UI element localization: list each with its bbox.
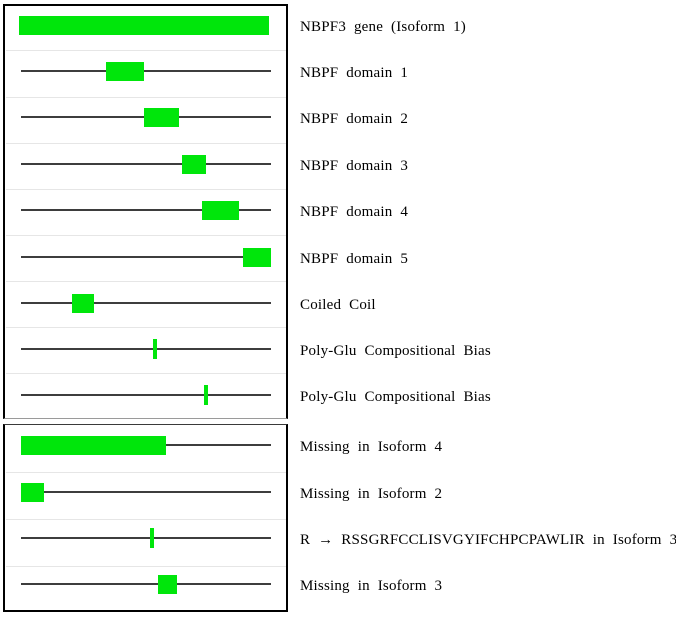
row-separator — [6, 50, 286, 51]
feature-label-poly-glu-1: Poly-Glu Compositional Bias — [300, 343, 491, 359]
feature-label-nbpf-domain-5: NBPF domain 5 — [300, 251, 409, 267]
feature-label-nbpf-domain-3: NBPF domain 3 — [300, 158, 409, 174]
feature-bar-nbpf3-gene — [19, 16, 269, 35]
row-separator — [6, 143, 286, 144]
row-separator — [6, 472, 286, 473]
sequence-track-line — [21, 491, 271, 493]
sequence-track-line — [21, 256, 271, 258]
row-separator — [6, 373, 286, 374]
feature-label-nbpf-domain-1: NBPF domain 1 — [300, 65, 409, 81]
feature-box-coiled-coil — [72, 294, 94, 313]
feature-box-nbpf-domain-5 — [243, 248, 271, 267]
feature-box-nbpf-domain-3 — [182, 155, 206, 174]
sequence-track-line — [21, 302, 271, 304]
sequence-track-line — [21, 583, 271, 585]
sequence-track-line — [21, 537, 271, 539]
feature-label-missing-isoform-2: Missing in Isoform 2 — [300, 486, 443, 502]
feature-box-nbpf-domain-1 — [106, 62, 144, 81]
feature-label-nbpf3-gene: NBPF3 gene (Isoform 1) — [300, 19, 466, 35]
feature-box-missing-isoform-2 — [21, 483, 44, 502]
feature-label-poly-glu-2: Poly-Glu Compositional Bias — [300, 389, 491, 405]
feature-label-nbpf-domain-4: NBPF domain 4 — [300, 204, 409, 220]
row-separator — [6, 519, 286, 520]
row-separator — [6, 97, 286, 98]
row-separator — [6, 189, 286, 190]
row-separator — [6, 235, 286, 236]
feature-tick-substitution-isoform-3 — [150, 528, 154, 548]
sequence-track-line — [21, 70, 271, 72]
sequence-track-line — [21, 163, 271, 165]
feature-label-missing-isoform-3: Missing in Isoform 3 — [300, 578, 443, 594]
sequence-track-line — [21, 209, 271, 211]
panel-isoform-differences — [3, 424, 288, 612]
feature-box-nbpf-domain-4 — [202, 201, 239, 220]
feature-bar-missing-isoform-4 — [21, 436, 166, 455]
sequence-track-line — [21, 394, 271, 396]
row-separator — [6, 566, 286, 567]
panel-gene-and-domains — [3, 4, 288, 419]
row-separator — [6, 327, 286, 328]
sequence-track-line — [21, 348, 271, 350]
feature-label-nbpf-domain-2: NBPF domain 2 — [300, 111, 409, 127]
feature-label-substitution-isoform-3: R → RSSGRFCCLISVGYIFCHPCPAWLIR in Isofor… — [300, 532, 676, 548]
feature-label-missing-isoform-4: Missing in Isoform 4 — [300, 439, 443, 455]
feature-box-missing-isoform-3 — [158, 575, 177, 594]
feature-label-coiled-coil: Coiled Coil — [300, 297, 376, 313]
feature-tick-poly-glu-2 — [204, 385, 208, 405]
feature-box-nbpf-domain-2 — [144, 108, 179, 127]
feature-tick-poly-glu-1 — [153, 339, 157, 359]
row-separator — [6, 281, 286, 282]
